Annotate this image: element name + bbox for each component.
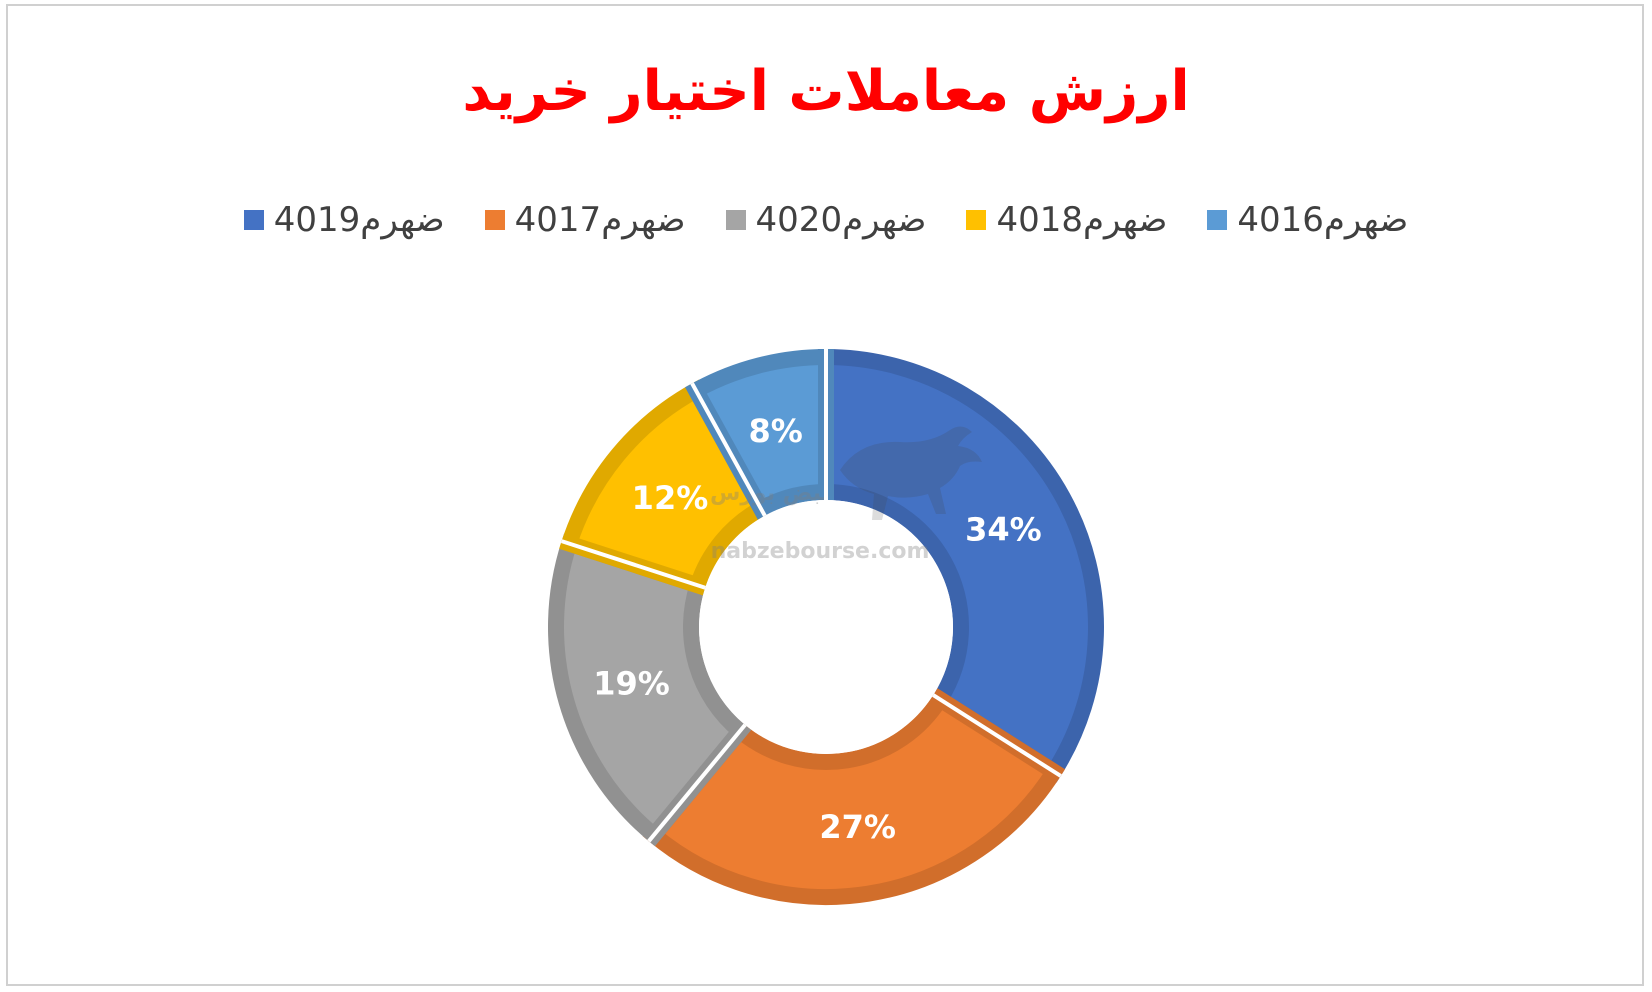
slice-label-0: 34% [965,510,1042,548]
watermark: نبض بورس nabzebourse.com [710,426,982,564]
slice-label-3: 12% [632,479,709,517]
watermark-logo-text: نبض بورس [710,481,830,506]
chart-title: ارزش معاملات اختیار خرید [462,59,1190,124]
legend-swatch-1 [484,210,505,230]
slice-separator-2 [647,723,747,843]
slice-label-1: 27% [819,808,896,846]
slice-label-4: 8% [748,412,802,450]
slice-0 [818,348,1104,783]
legend-item-0: ضهرم4019 [243,200,445,240]
slice-1 [642,688,1066,905]
bull-icon [840,426,982,520]
legend-swatch-4 [1207,210,1228,230]
legend-swatch-2 [725,210,746,230]
doughnut-hole [699,500,953,754]
legend-item-1: ضهرم4017 [484,200,686,240]
legend-label-3: ضهرم4018 [996,200,1168,240]
watermark-url-text: nabzebourse.com [711,539,930,564]
legend-item-2: ضهرم4020 [725,200,927,240]
legend-item-3: ضهرم4018 [966,200,1167,240]
legend-label-0: ضهرم4019 [273,200,445,240]
slice-label-2: 19% [593,664,670,702]
slice-separator-4 [690,382,767,517]
legend-item-4: ضهرم4016 [1207,200,1408,240]
legend: ضهرم4019 ضهرم4017 ضهرم4020 ضهرم4018 ضهرم… [0,190,1652,250]
slice-2 [548,533,752,847]
slice-separator-3 [560,539,706,590]
legend-label-1: ضهرم4017 [514,200,686,240]
legend-label-2: ضهرم4020 [755,200,927,240]
slice-labels: 34% 27% 19% 12% 8% [560,349,1062,846]
legend-swatch-3 [966,210,987,230]
doughnut-slices [548,348,1104,905]
legend-swatch-0 [243,210,264,230]
legend-label-4: ضهرم4016 [1237,200,1409,240]
slice-separator-1 [932,693,1062,778]
